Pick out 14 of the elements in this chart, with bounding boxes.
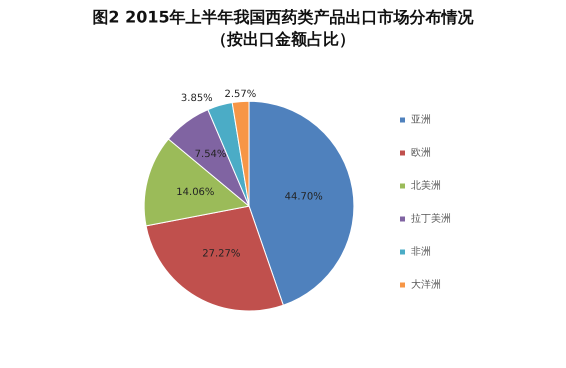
data-label: 27.27% — [202, 248, 240, 260]
data-label: 3.85% — [180, 93, 213, 104]
legend-label: 非洲 — [411, 246, 431, 258]
data-label: 7.54% — [194, 148, 226, 160]
legend-label: 北美洲 — [411, 180, 441, 192]
data-label: 2.57% — [224, 89, 256, 100]
legend-label: 拉丁美洲 — [411, 212, 451, 224]
chart-title: 图2 2015年上半年我国西药类产品出口市场分布情况 — [92, 8, 475, 26]
chart-subtitle: （按出口金额占比） — [211, 30, 355, 48]
legend-label: 大洋洲 — [411, 278, 441, 290]
data-label: 14.06% — [176, 186, 214, 198]
legend-label: 欧洲 — [411, 146, 431, 158]
legend-label: 亚洲 — [411, 114, 431, 126]
data-label: 44.70% — [284, 191, 323, 202]
